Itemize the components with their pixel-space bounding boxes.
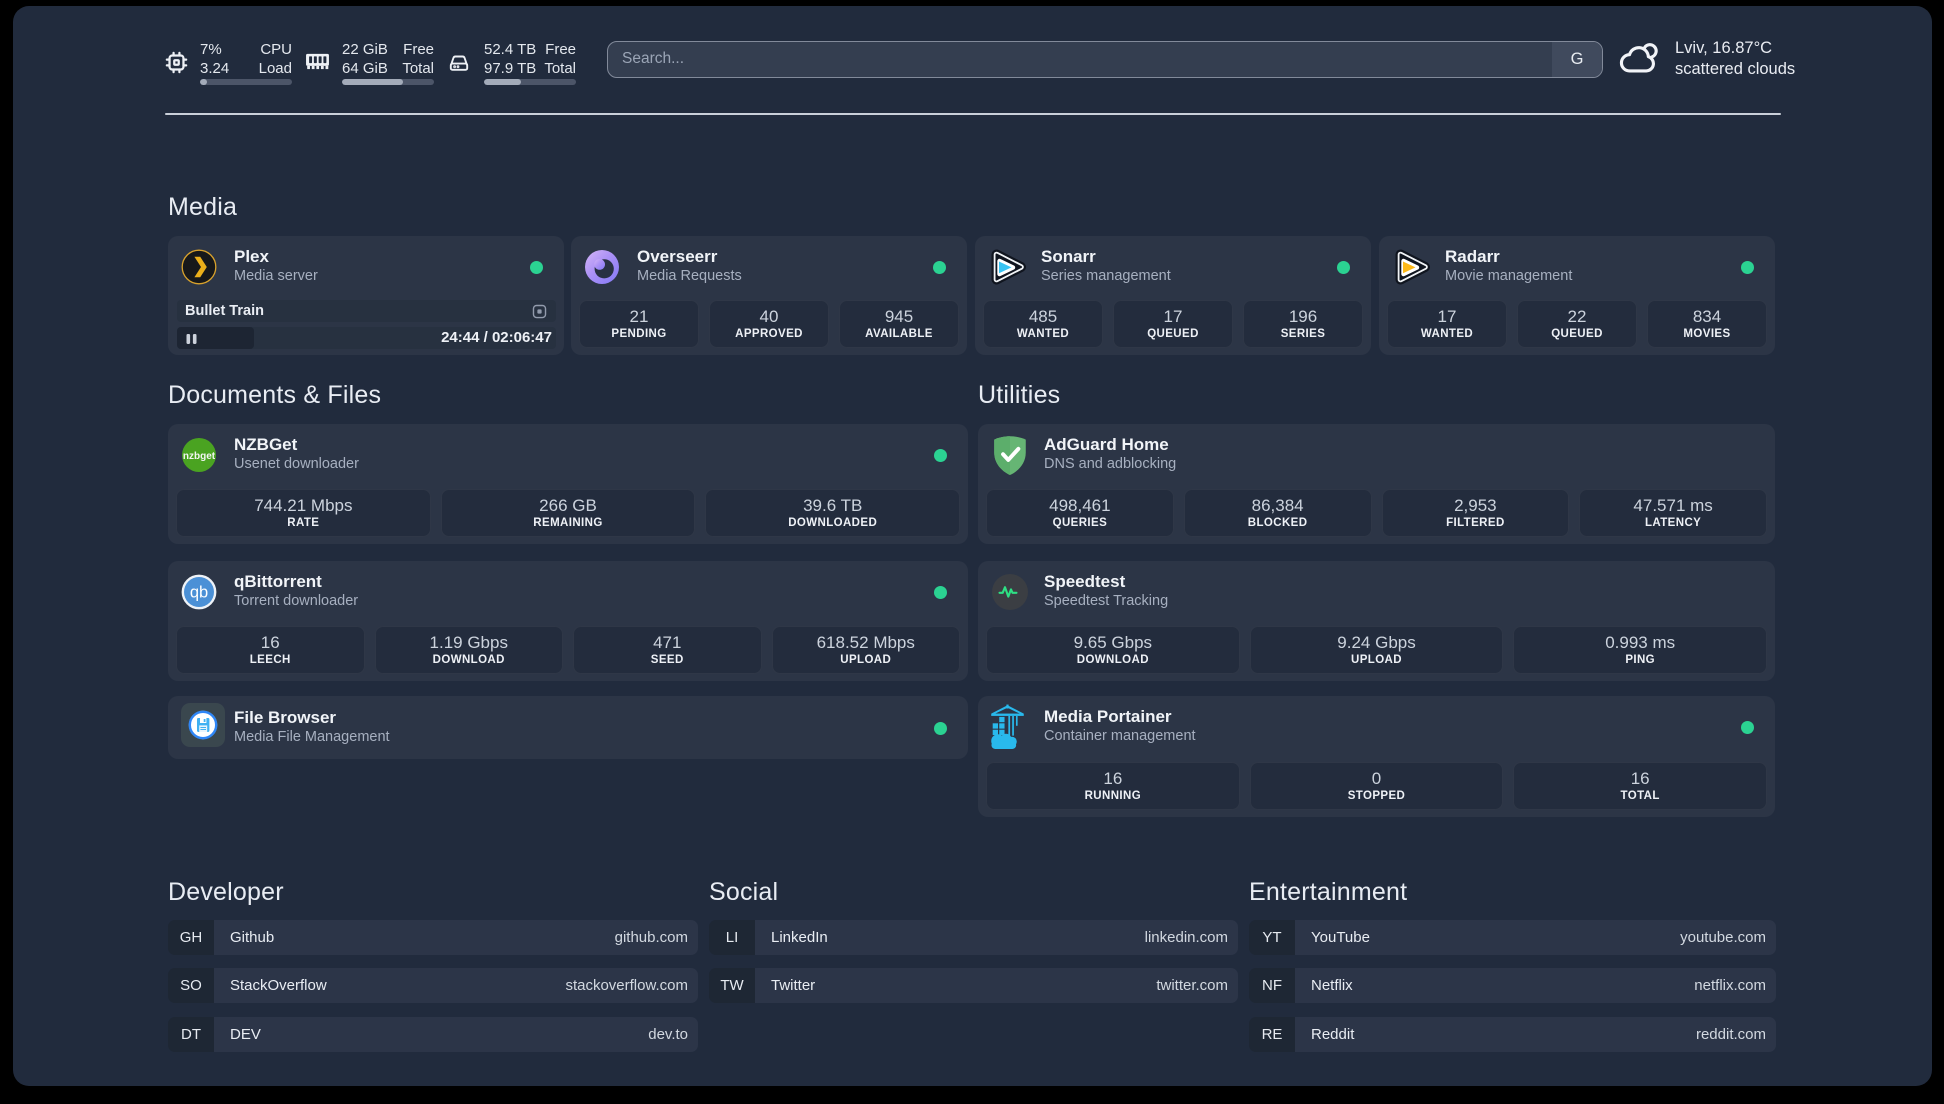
svg-text:nzbget: nzbget	[183, 451, 216, 462]
svg-text:qb: qb	[190, 584, 208, 602]
